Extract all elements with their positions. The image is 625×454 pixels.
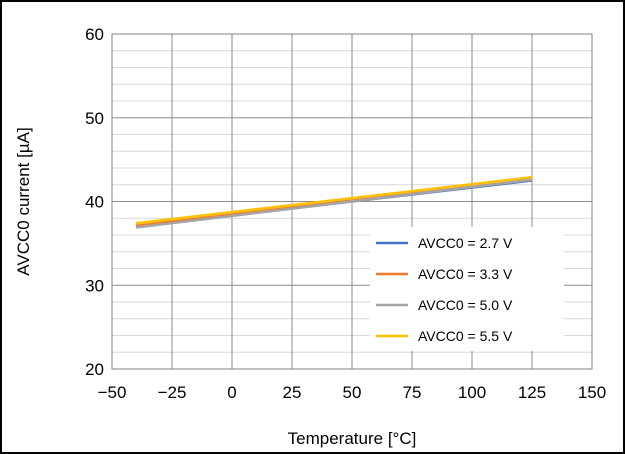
legend-label: AVCC0 = 5.0 V (418, 297, 513, 313)
y-tick-label: 50 (85, 109, 104, 128)
y-tick-label: 40 (85, 193, 104, 212)
y-tick-label: 30 (85, 276, 104, 295)
series-lines (135, 175, 533, 229)
series-line-4 (135, 175, 533, 225)
x-tick-label: 100 (458, 383, 486, 402)
legend-label: AVCC0 = 3.3 V (418, 266, 513, 282)
legend-label: AVCC0 = 5.5 V (418, 328, 513, 344)
x-tick-label: 25 (283, 383, 302, 402)
y-axis-ticks: 20 30 40 50 60 (85, 25, 104, 379)
series-line-3 (135, 178, 533, 229)
legend-label: AVCC0 = 2.7 V (418, 235, 513, 251)
x-axis-ticks: −50 −25 0 25 50 75 100 125 150 (98, 383, 607, 402)
x-tick-label: −25 (158, 383, 187, 402)
x-tick-label: 0 (227, 383, 236, 402)
plot-area (111, 33, 593, 370)
legend-box (370, 227, 564, 351)
x-tick-label: 75 (403, 383, 422, 402)
grid (111, 33, 593, 370)
x-tick-label: −50 (98, 383, 127, 402)
y-tick-label: 20 (85, 360, 104, 379)
y-tick-label: 60 (85, 25, 104, 44)
x-tick-label: 150 (578, 383, 606, 402)
y-axis-title: AVCC0 current [µA] (14, 127, 33, 275)
x-tick-label: 125 (518, 383, 546, 402)
x-axis-title: Temperature [°C] (288, 429, 417, 448)
x-tick-label: 50 (343, 383, 362, 402)
legend: AVCC0 = 2.7 V AVCC0 = 3.3 V AVCC0 = 5.0 V A… (370, 227, 564, 351)
